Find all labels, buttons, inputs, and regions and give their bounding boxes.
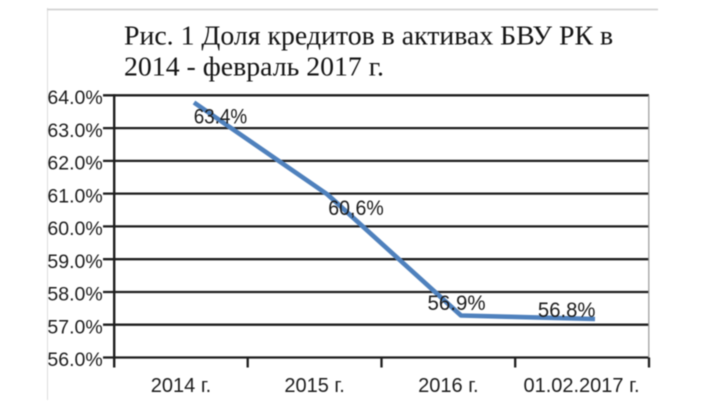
svg-text:60.0%: 60.0% bbox=[47, 218, 102, 240]
svg-text:58.0%: 58.0% bbox=[47, 284, 102, 306]
svg-text:2016 г.: 2016 г. bbox=[418, 375, 478, 397]
svg-text:62.0%: 62.0% bbox=[47, 153, 102, 175]
svg-text:61.0%: 61.0% bbox=[47, 185, 102, 207]
svg-text:56.9%: 56.9% bbox=[428, 292, 486, 315]
svg-text:56.8%: 56.8% bbox=[538, 299, 596, 322]
svg-text:2014 г.: 2014 г. bbox=[151, 375, 211, 397]
svg-text:Рис. 1 Доля кредитов в активах: Рис. 1 Доля кредитов в активах БВУ РК в bbox=[124, 21, 613, 52]
svg-text:01.02.2017 г.: 01.02.2017 г. bbox=[523, 375, 639, 397]
svg-text:2015 г.: 2015 г. bbox=[284, 375, 344, 397]
svg-text:63.0%: 63.0% bbox=[47, 120, 102, 142]
svg-text:2014 - февраль 2017 г.: 2014 - февраль 2017 г. bbox=[124, 51, 384, 82]
svg-text:60,6%: 60,6% bbox=[328, 197, 383, 220]
svg-text:59.0%: 59.0% bbox=[47, 251, 102, 273]
svg-text:63.4%: 63.4% bbox=[194, 106, 248, 129]
svg-text:57.0%: 57.0% bbox=[47, 316, 102, 338]
svg-text:64.0%: 64.0% bbox=[47, 87, 102, 109]
svg-text:56.0%: 56.0% bbox=[47, 349, 102, 371]
